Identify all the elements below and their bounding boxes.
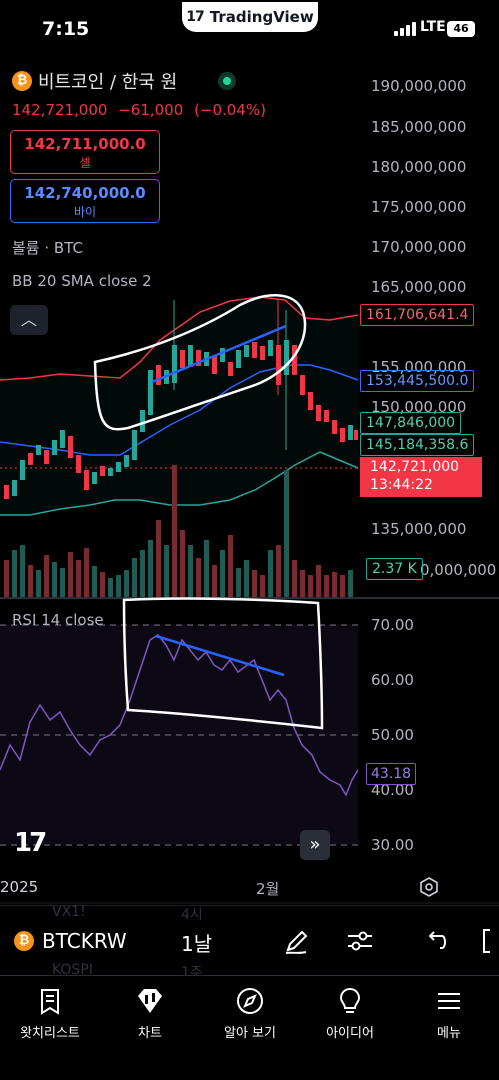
double-chevron-right-icon: » — [309, 834, 321, 855]
undo-icon[interactable] — [420, 924, 454, 958]
price-level-tag: 147,846,000 — [360, 412, 462, 434]
nav-chart[interactable]: 차트 — [100, 986, 200, 1041]
volume-bars — [4, 465, 353, 597]
nav-label: 왓치리스트 — [20, 1026, 80, 1041]
bb-upper-tag: 161,706,641.4 — [360, 304, 475, 326]
rsi-legend[interactable]: RSI 14 close — [12, 611, 104, 629]
price-axis-label: 190,000,000 — [371, 77, 467, 95]
highlight-freehand-price[interactable] — [93, 294, 307, 431]
rsi-axis-label: 60.00 — [371, 671, 414, 689]
nav-label: 차트 — [138, 1026, 162, 1041]
rsi-line — [0, 634, 359, 797]
price-axis-label: 170,000,000 — [371, 238, 467, 256]
trendline-price[interactable] — [151, 324, 287, 384]
market-status-icon[interactable] — [218, 72, 236, 90]
scroll-to-realtime-button[interactable]: » — [300, 830, 330, 860]
app-name: TradingView — [209, 8, 314, 26]
interval-button[interactable]: 1날 — [181, 932, 213, 956]
price-axis-label: 165,000,000 — [371, 278, 467, 296]
symbol-header[interactable]: ₿ 비트코인 / 한국 원 — [12, 68, 177, 94]
chart-canvas[interactable] — [0, 0, 499, 905]
status-bar: 7:15 17 TradingView LTE 46 — [0, 0, 499, 60]
time-axis-label: 2025 — [0, 878, 39, 896]
lightbulb-icon — [339, 987, 361, 1013]
rsi-axis-label: 50.00 — [371, 726, 414, 744]
last-price: 142,721,000 — [12, 101, 108, 119]
fullscreen-icon[interactable] — [478, 924, 499, 958]
rsi-value-tag: 43.18 — [366, 763, 417, 785]
buy-button[interactable]: 142,740,000.0 바이 — [10, 179, 160, 223]
sell-label: 셀 — [79, 156, 91, 170]
volume-tag: 2.37 K — [366, 558, 423, 580]
bottom-navigation: 왓치리스트 차트 알아 보기 아이디어 메뉴 — [0, 975, 499, 1080]
bb-lower-tag: 145,184,358.6 — [360, 434, 475, 456]
price-axis-label: 175,000,000 — [371, 198, 467, 216]
chart-icon — [138, 989, 162, 1013]
nav-label: 메뉴 — [437, 1026, 461, 1041]
price-change: −61,000 — [118, 101, 184, 119]
rsi-axis-label: 40.00 — [371, 781, 414, 799]
candles — [4, 300, 358, 499]
clock: 7:15 — [42, 18, 90, 40]
price-axis-label: 185,000,000 — [371, 118, 467, 136]
compass-icon — [237, 988, 263, 1014]
indicators-icon[interactable] — [343, 924, 377, 958]
sell-button[interactable]: 142,711,000.0 셀 — [10, 130, 160, 174]
price-axis-label: 0,000,000 — [420, 561, 497, 579]
last-price-tag: 142,721,000 13:44:22 — [360, 457, 482, 497]
tradingview-logo-icon: 17 — [186, 9, 205, 25]
tradingview-watermark-icon: 17 — [14, 828, 47, 858]
price-axis-label: 180,000,000 — [371, 158, 467, 176]
price-axis-label: 150,000,000 — [371, 398, 467, 416]
hamburger-menu-icon — [438, 993, 460, 1009]
last-price-value: 142,721,000 — [370, 459, 460, 475]
battery-icon: 46 — [447, 21, 475, 37]
ghost-text: KOSPI — [52, 962, 93, 978]
chart-settings-icon[interactable] — [419, 877, 439, 897]
volume-legend[interactable]: 볼륨 · BTC — [12, 239, 83, 257]
toolbar-symbol: BTCKRW — [42, 929, 127, 953]
bb-legend[interactable]: BB 20 SMA close 2 — [12, 272, 152, 290]
trendline-rsi[interactable] — [155, 634, 285, 677]
nav-menu[interactable]: 메뉴 — [399, 986, 499, 1041]
bb-basis-tag: 153,445,500.0 — [360, 370, 475, 392]
network-label: LTE — [420, 19, 446, 35]
ghost-text: VX1! — [52, 904, 86, 920]
nav-label: 알아 보기 — [224, 1026, 276, 1041]
highlight-box-rsi[interactable] — [122, 597, 324, 730]
nav-explore[interactable]: 알아 보기 — [200, 986, 300, 1041]
collapse-legend-button[interactable]: ︿ — [10, 305, 48, 335]
chart-toolbar: VX1! 4시 KOSPI 1주 ₿ BTCKRW 1날 — [0, 904, 499, 981]
price-axis-label: 155,000,000 — [371, 358, 467, 376]
ghost-text: 4시 — [181, 907, 203, 923]
bb-upper-line — [0, 296, 359, 381]
app-banner[interactable]: 17 TradingView — [182, 2, 318, 32]
rsi-axis-label: 70.00 — [371, 616, 414, 634]
signal-icon — [394, 22, 416, 36]
nav-ideas[interactable]: 아이디어 — [300, 986, 400, 1041]
time-axis-label: 2월 — [256, 880, 280, 898]
price-axis-label: 135,000,000 — [371, 520, 467, 538]
symbol-search-button[interactable]: ₿ BTCKRW — [14, 929, 127, 953]
bitcoin-icon: ₿ — [12, 71, 32, 91]
bitcoin-icon: ₿ — [14, 931, 34, 951]
chevron-up-icon: ︿ — [20, 310, 37, 329]
buy-label: 바이 — [73, 205, 97, 219]
drawing-tools-icon[interactable] — [280, 924, 314, 958]
bb-basis-line — [0, 364, 359, 456]
time-axis[interactable]: 2025 2월 — [0, 870, 499, 902]
buy-price: 142,740,000.0 — [24, 184, 146, 202]
nav-label: 아이디어 — [326, 1026, 374, 1041]
quote-line: 142,721,000 −61,000 (−0.04%) — [12, 101, 272, 119]
rsi-axis-label: 30.00 — [371, 836, 414, 854]
bb-lower-line — [0, 451, 359, 516]
symbol-title: 비트코인 / 한국 원 — [38, 72, 178, 93]
price-change-percent: (−0.04%) — [194, 101, 266, 119]
bar-countdown: 13:44:22 — [370, 477, 433, 493]
nav-watchlist[interactable]: 왓치리스트 — [0, 986, 100, 1041]
watchlist-icon — [41, 989, 59, 1015]
sell-price: 142,711,000.0 — [24, 135, 146, 153]
